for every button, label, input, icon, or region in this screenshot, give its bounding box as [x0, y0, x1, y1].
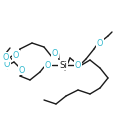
Text: Si: Si [59, 60, 66, 70]
Text: O: O [74, 60, 80, 70]
Text: O: O [4, 60, 10, 69]
Text: O: O [96, 38, 102, 47]
Text: O: O [19, 66, 25, 74]
Text: O: O [51, 48, 58, 57]
Text: O: O [3, 53, 9, 61]
Text: O: O [13, 50, 19, 60]
Text: O: O [44, 60, 51, 70]
